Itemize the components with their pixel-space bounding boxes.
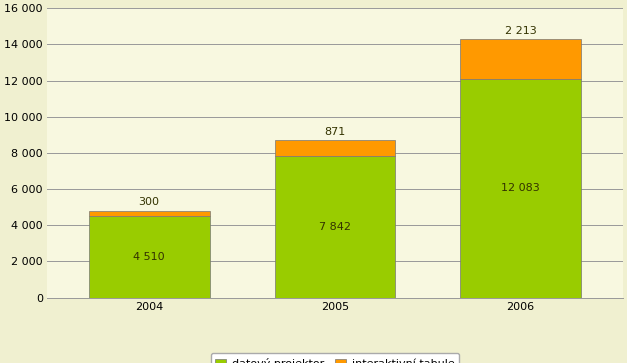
Text: 300: 300	[139, 197, 160, 207]
Text: 4 510: 4 510	[134, 252, 165, 262]
Legend: datový projektor, interaktivní tabule: datový projektor, interaktivní tabule	[211, 353, 459, 363]
Bar	[89, 211, 209, 216]
Text: 2 213: 2 213	[505, 26, 537, 36]
Bar	[460, 79, 581, 298]
Text: 871: 871	[324, 127, 345, 137]
Text: 7 842: 7 842	[319, 222, 351, 232]
Bar	[275, 156, 395, 298]
Bar	[89, 216, 209, 298]
Bar	[275, 140, 395, 156]
Text: 12 083: 12 083	[502, 183, 540, 193]
Bar	[460, 39, 581, 79]
